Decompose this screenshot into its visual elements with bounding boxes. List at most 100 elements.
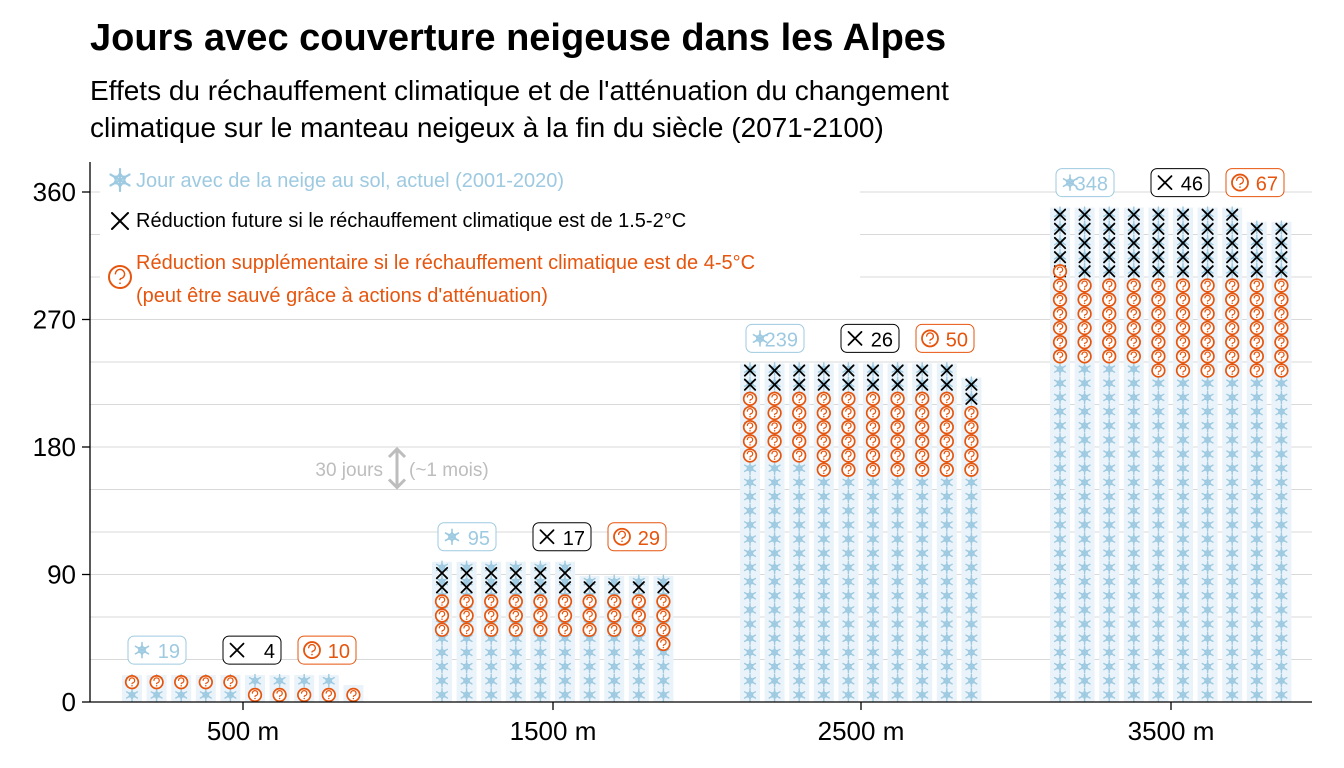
snowflake-mark: [940, 503, 953, 518]
snowflake-mark: [1078, 688, 1091, 702]
snowflake-mark: [768, 475, 781, 490]
cross-mark: [1226, 236, 1239, 250]
snowflake-mark: [1176, 461, 1190, 476]
question-mark: [841, 434, 856, 449]
snowflake-mark: [768, 588, 781, 603]
snowflake-mark: [1176, 503, 1190, 518]
snowflake-mark: [1152, 503, 1165, 518]
snowflake-mark: [1152, 673, 1165, 688]
snowflake-mark: [175, 688, 188, 702]
snowflake-mark: [1176, 404, 1190, 419]
snowflake-mark: [509, 688, 522, 702]
question-mark: [792, 420, 807, 435]
cross-mark: [817, 378, 830, 391]
snowflake-mark: [1127, 560, 1140, 575]
snowflake-mark: [583, 659, 596, 674]
snowflake-mark: [743, 659, 757, 674]
badge-box: [840, 323, 900, 353]
snowflake-mark: [1152, 461, 1165, 476]
snowflake-mark: [632, 688, 645, 702]
snowflake-mark: [1201, 574, 1214, 589]
snowflake-mark: [891, 532, 904, 546]
snowflake-mark: [768, 489, 781, 504]
snowflake-mark: [1176, 475, 1190, 490]
snowflake-mark: [1152, 376, 1165, 391]
question-mark: [1151, 306, 1166, 321]
snowflake-mark: [460, 688, 473, 702]
snowflake-mark: [768, 617, 781, 631]
snowflake-mark: [1250, 560, 1263, 575]
snowflake-mark: [583, 645, 596, 660]
snowflake-mark: [1127, 489, 1140, 504]
legend-question-label-1: Réduction supplémentaire si le réchauffe…: [136, 252, 755, 274]
snowflake-mark: [965, 560, 978, 575]
snowflake-mark: [534, 631, 547, 646]
circled-question-icon: [1231, 173, 1249, 192]
question-mark: [816, 420, 831, 435]
question-mark: [1274, 349, 1289, 364]
snowflake-mark: [1053, 546, 1067, 561]
question-badge: 29: [607, 522, 667, 552]
snowflake-mark: [768, 673, 781, 688]
snowflake-mark: [1103, 489, 1116, 504]
question-mark: [607, 608, 622, 623]
cross-mark: [1201, 236, 1214, 250]
question-mark: [767, 448, 782, 463]
snowflake-mark: [1053, 574, 1067, 589]
question-mark: [1274, 292, 1289, 307]
snowflake-mark: [1275, 418, 1288, 433]
snowflake-mark: [534, 659, 547, 674]
snowflake-mark: [743, 503, 757, 518]
snowflake-mark: [1152, 546, 1165, 561]
snowflake-mark: [1250, 617, 1263, 631]
cross-mark: [1275, 265, 1288, 278]
snowflake-mark: [1201, 390, 1214, 405]
snowflake-mark: [1103, 546, 1116, 561]
question-mark: [582, 608, 597, 623]
snowflake-mark: [1201, 475, 1214, 490]
snowflake-mark: [1103, 688, 1116, 702]
snowflake-mark: [817, 645, 830, 660]
cross-mark: [1152, 222, 1165, 235]
cross-mark: [768, 378, 781, 391]
snowflake-mark: [866, 560, 880, 575]
snowflake-mark: [842, 645, 855, 660]
x-tick-label: 3500 m: [1128, 716, 1215, 746]
cross-mark: [1250, 265, 1263, 278]
snowflake-mark: [793, 461, 806, 476]
snowflake-mark: [1053, 503, 1067, 518]
snowflake-mark: [1152, 404, 1165, 419]
snowflake-mark: [817, 560, 830, 575]
question-mark: [742, 448, 758, 463]
snowflake-mark: [1201, 560, 1214, 575]
snowflake-mark: [1127, 645, 1140, 660]
snowflake-mark: [1078, 390, 1091, 405]
snowflake-mark: [1127, 574, 1140, 589]
snowflake-mark: [1078, 532, 1091, 546]
snowflake-mark: [940, 532, 953, 546]
snowflake-mark: [435, 645, 449, 660]
snowflake-mark: [743, 532, 757, 546]
cross-mark: [1201, 222, 1214, 235]
snowflake-mark: [1201, 617, 1214, 631]
snowflake-mark: [768, 532, 781, 546]
snowflake-mark: [1053, 532, 1067, 546]
snowflake-mark: [1250, 404, 1263, 419]
snowflake-mark: [1053, 404, 1067, 419]
cross-mark: [793, 364, 806, 377]
cross-mark: [1201, 265, 1214, 278]
snowflake-mark: [1127, 603, 1140, 617]
snowflake-mark: [866, 475, 880, 490]
snowflake-mark: [1103, 631, 1116, 646]
snowflake-mark: [817, 673, 830, 688]
question-mark: [1225, 292, 1240, 307]
snowflake-mark: [891, 588, 904, 603]
question-mark: [149, 675, 164, 690]
question-mark: [816, 391, 831, 406]
cross-mark: [1078, 265, 1091, 278]
snowflake-mark: [1226, 617, 1239, 631]
snowflake-mark: [632, 659, 645, 674]
snowflake-mark: [1275, 574, 1288, 589]
cross-mark: [916, 378, 929, 391]
